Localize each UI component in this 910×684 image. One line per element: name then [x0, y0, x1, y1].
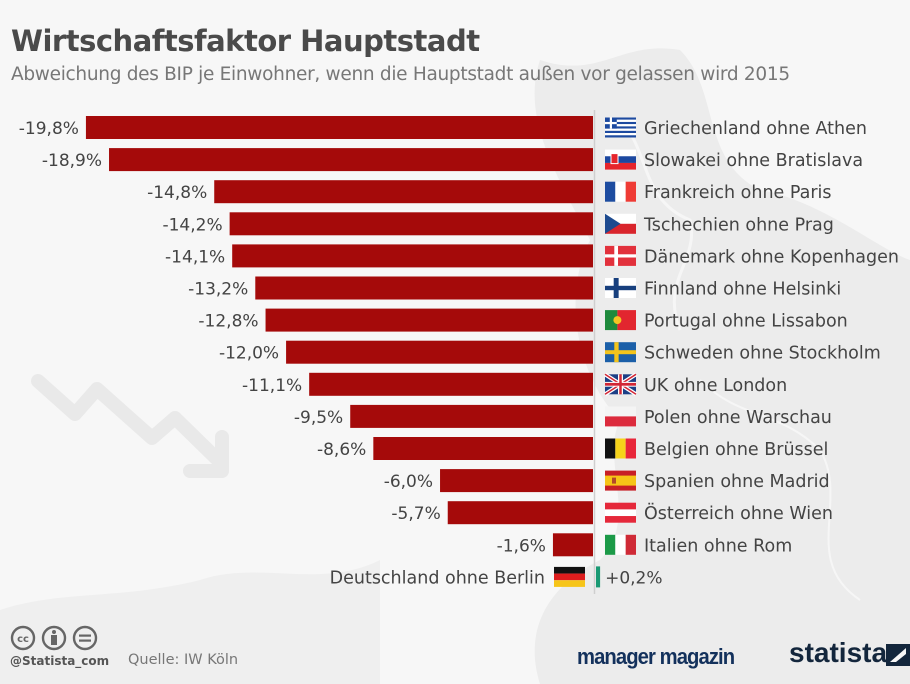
bar[interactable]: [350, 404, 593, 428]
denmark-flag-icon: [605, 245, 636, 266]
bar[interactable]: [85, 116, 593, 139]
chart-row: -5,7% Österreich ohne Wien: [391, 501, 833, 525]
category-label: Belgien ohne Brüssel: [644, 440, 828, 460]
chart-row: -14,2% Tschechien ohne Prag: [162, 212, 834, 236]
bar[interactable]: [373, 437, 593, 460]
austria-flag-icon: [605, 502, 636, 523]
bar[interactable]: [232, 244, 593, 268]
bar[interactable]: [596, 566, 601, 588]
manager-magazin-logo[interactable]: manager magazin: [577, 644, 735, 669]
nd-icon: [72, 625, 98, 651]
category-label: Slowakei ohne Bratislava: [644, 151, 863, 171]
bar[interactable]: [214, 180, 593, 204]
chart-row: -9,5% Polen ohne Warschau: [294, 404, 832, 428]
chart-row: -18,9% Slowakei ohne Bratislava: [42, 148, 863, 172]
bar[interactable]: [255, 276, 593, 300]
value-label: -8,6%: [317, 440, 366, 460]
value-label: -14,2%: [162, 215, 222, 235]
category-label: UK ohne London: [644, 376, 787, 396]
value-label: -18,9%: [42, 151, 102, 171]
chart-row: -12,8% Portugal ohne Lissabon: [198, 308, 848, 332]
bar[interactable]: [229, 212, 594, 236]
chart-subtitle: Abweichung des BIP je Einwohner, wenn di…: [11, 64, 790, 85]
value-label: -1,6%: [497, 536, 546, 556]
bar[interactable]: [552, 533, 593, 557]
france-flag-icon: [605, 181, 636, 202]
italy-flag-icon: [605, 534, 636, 555]
bar[interactable]: [447, 501, 593, 525]
slovakia-flag-icon: [605, 149, 636, 170]
category-label: Polen ohne Warschau: [644, 408, 832, 428]
category-label: Griechenland ohne Athen: [644, 119, 867, 139]
chart-row: -14,8% Frankreich ohne Paris: [147, 180, 832, 204]
category-label: Finnland ohne Helsinki: [644, 280, 841, 300]
portugal-flag-icon: [605, 310, 636, 331]
category-label: Frankreich ohne Paris: [644, 183, 832, 203]
greece-flag-icon: [605, 117, 636, 138]
chart-row: -12,0% Schweden ohne Stockholm: [219, 340, 881, 364]
category-label: Portugal ohne Lissabon: [644, 312, 848, 332]
value-label: -13,2%: [188, 280, 248, 300]
chart-row: -11,1% UK ohne London: [242, 372, 787, 396]
value-label: -14,1%: [165, 247, 225, 267]
sweden-flag-icon: [605, 342, 636, 363]
chart-row: -8,6% Belgien ohne Brüssel: [317, 437, 828, 460]
category-label: Spanien ohne Madrid: [644, 472, 830, 492]
value-label: +0,2%: [605, 568, 662, 588]
belgium-flag-icon: [605, 438, 636, 459]
category-label: Italien ohne Rom: [644, 536, 792, 556]
bar[interactable]: [109, 148, 593, 172]
value-label: -14,8%: [147, 183, 207, 203]
bar[interactable]: [265, 308, 593, 332]
value-label: -19,8%: [19, 119, 79, 139]
germany-flag-icon: [554, 566, 585, 587]
czech-flag-icon: [605, 213, 636, 234]
bar[interactable]: [286, 340, 593, 364]
chart-row: -6,0% Spanien ohne Madrid: [384, 469, 830, 493]
value-label: -9,5%: [294, 408, 343, 428]
value-label: -6,0%: [384, 472, 433, 492]
cc-license-icons: cc: [10, 625, 98, 651]
bar[interactable]: [309, 372, 593, 396]
statista-logo-mark-icon: [886, 644, 910, 666]
value-label: -12,0%: [219, 344, 279, 364]
value-label: -5,7%: [391, 504, 440, 524]
chart-row: -14,1% Dänemark ohne Kopenhagen: [165, 244, 899, 268]
uk-flag-icon: [603, 372, 638, 396]
chart-row: -13,2% Finnland ohne Helsinki: [188, 276, 841, 300]
chart-row: +0,2% Deutschland ohne Berlin: [330, 566, 663, 588]
category-label: Deutschland ohne Berlin: [330, 568, 545, 588]
trend-down-arrow-icon: [31, 374, 229, 478]
svg-text:cc: cc: [17, 634, 29, 645]
category-label: Schweden ohne Stockholm: [644, 344, 881, 364]
value-label: -12,8%: [198, 312, 258, 332]
statista-logo[interactable]: statista: [789, 637, 888, 668]
chart-title: Wirtschaftsfaktor Hauptstadt: [11, 24, 480, 58]
source-note: Quelle: IW Köln: [128, 652, 239, 668]
category-label: Tschechien ohne Prag: [643, 215, 834, 235]
finland-flag-icon: [605, 278, 636, 298]
spain-flag-icon: [605, 470, 636, 491]
value-label: -11,1%: [242, 376, 302, 396]
cc-icon: cc: [10, 625, 36, 651]
statista-handle[interactable]: @Statista_com: [10, 654, 110, 668]
category-label: Dänemark ohne Kopenhagen: [644, 247, 899, 267]
chart-row: -19,8% Griechenland ohne Athen: [19, 116, 867, 139]
category-label: Österreich ohne Wien: [644, 502, 833, 524]
chart-row: -1,6% Italien ohne Rom: [497, 533, 792, 557]
poland-flag-icon: [605, 406, 636, 427]
bar[interactable]: [440, 469, 593, 493]
by-icon: [41, 625, 67, 651]
